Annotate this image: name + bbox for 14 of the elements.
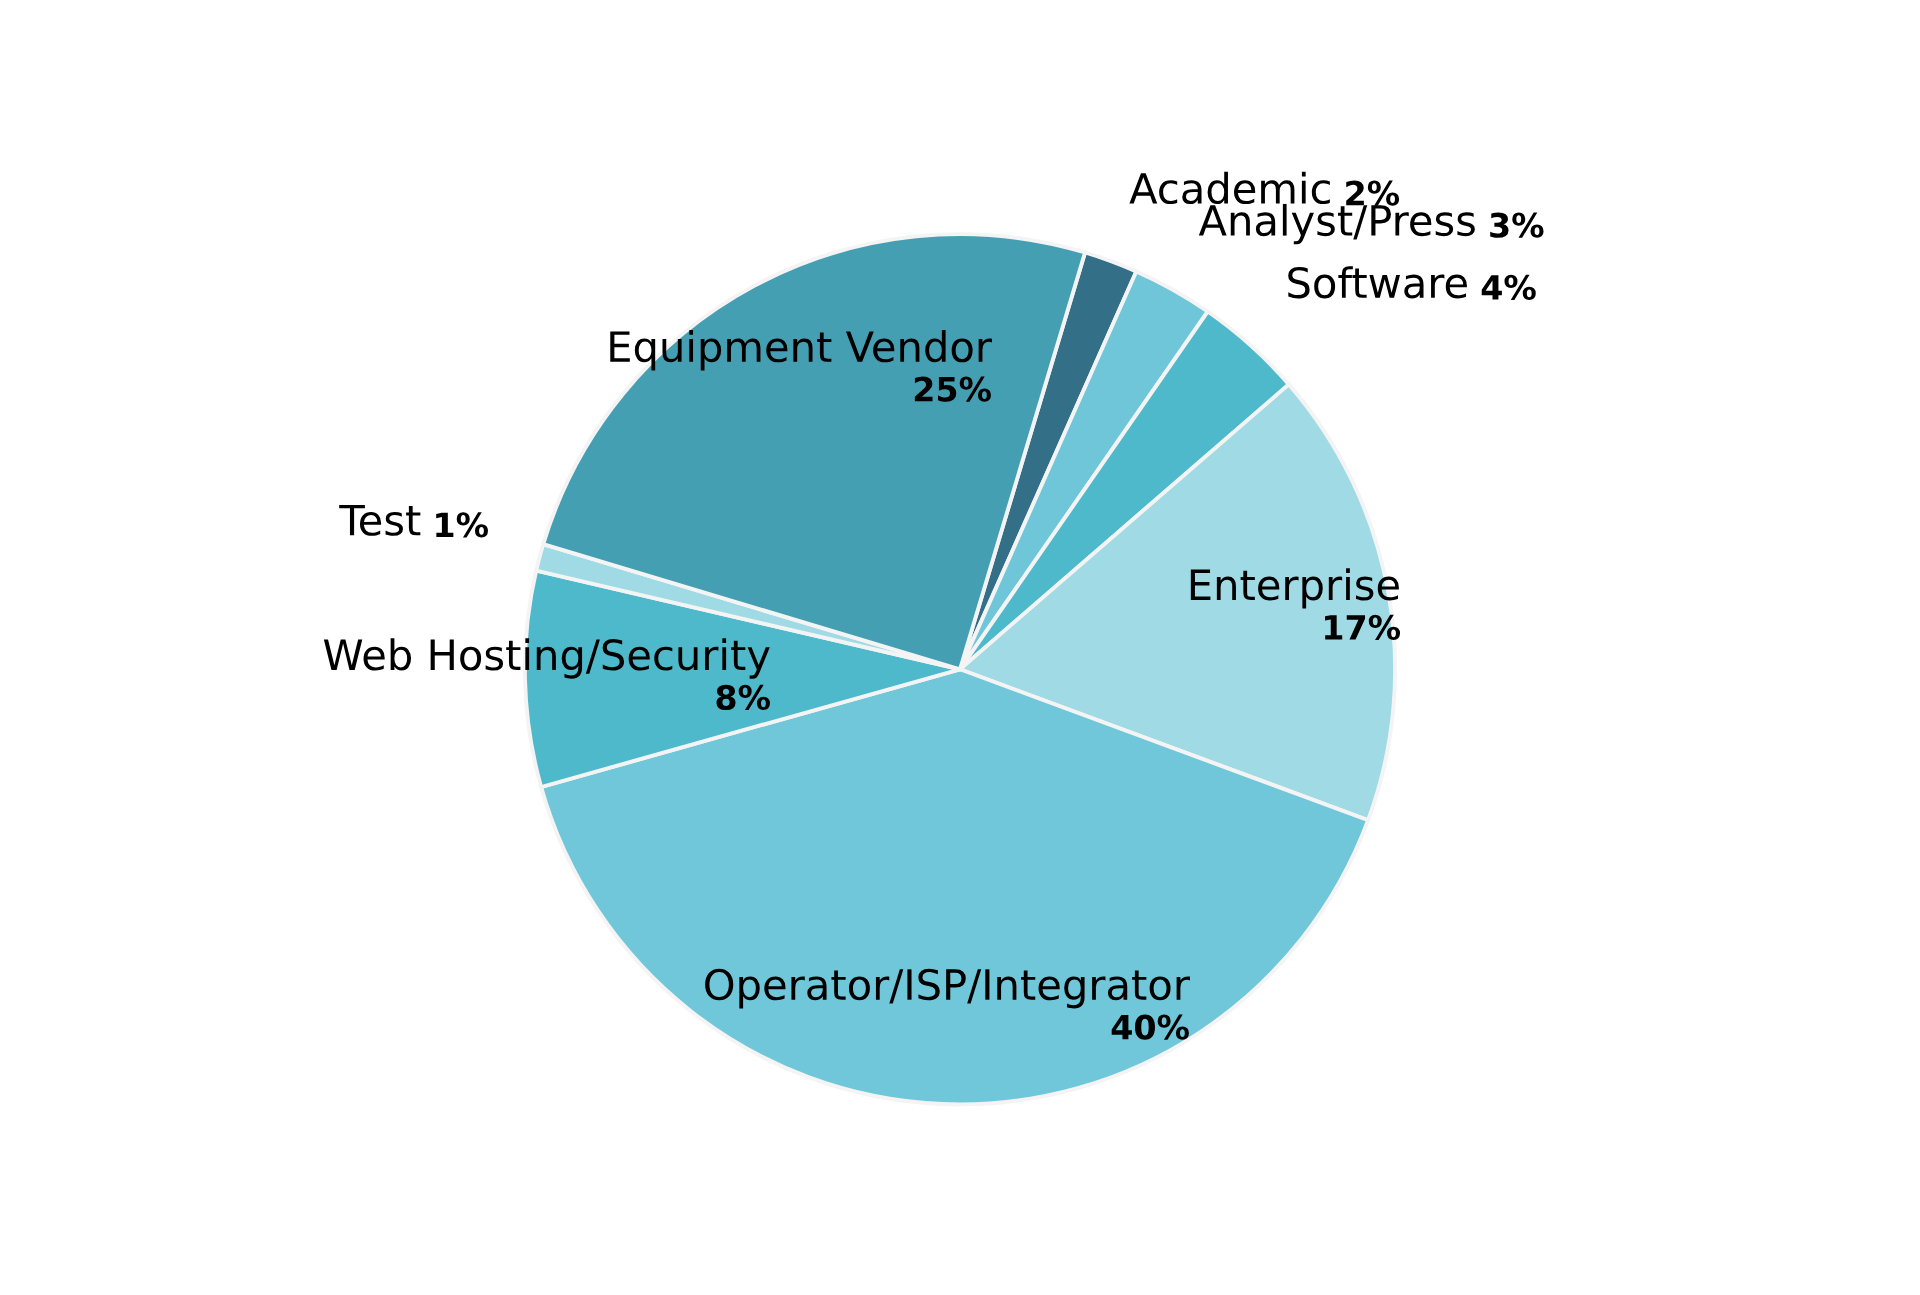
slice-label: Software [1288, 266, 1467, 299]
data-label: 1% [436, 512, 488, 538]
data-label: 3% [1490, 212, 1544, 238]
data-label: 17% [1325, 614, 1401, 640]
slice-label: Academic [1129, 171, 1330, 205]
data-label: 4% [1481, 274, 1536, 301]
slice-label: Enterprise [1190, 568, 1399, 609]
slice-label: Test [339, 504, 421, 536]
slice-label: Analyst/Press [1198, 203, 1475, 245]
slice-label: Operator/ISP/Integrator [705, 968, 1190, 1009]
data-label: 8% [716, 684, 770, 710]
data-label: 2% [1346, 180, 1400, 206]
data-label: 25% [914, 376, 991, 402]
data-label: 40% [1111, 1014, 1189, 1040]
